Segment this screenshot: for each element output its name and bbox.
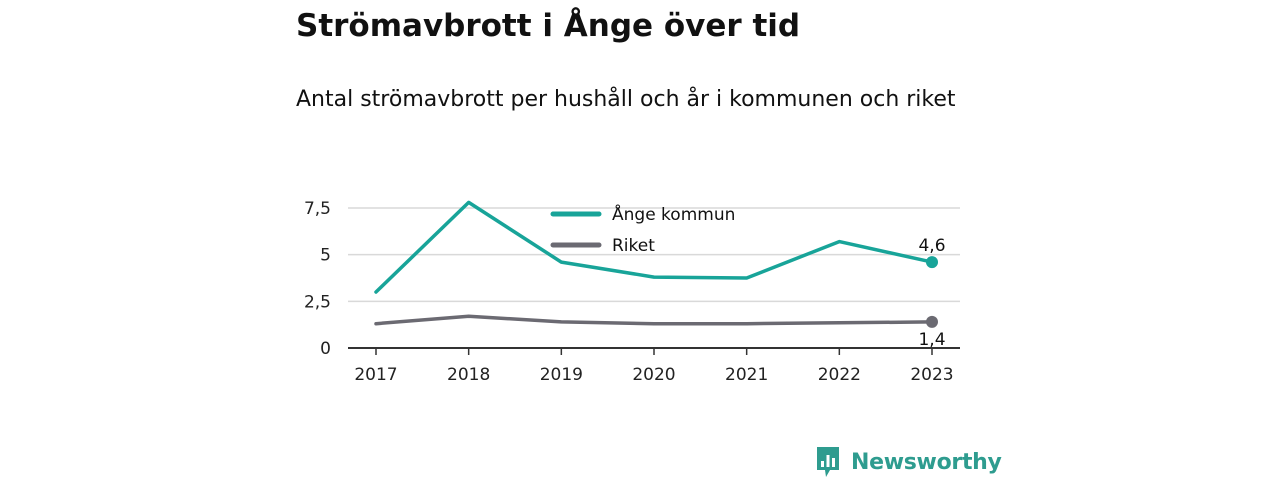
x-tick-label: 2022 [818, 365, 861, 385]
series-end-label: 1,4 [918, 330, 945, 350]
y-tick-label: 5 [320, 246, 331, 266]
chart-title: Strömavbrott i Ånge över tid [296, 8, 801, 44]
series-end-point [926, 256, 938, 269]
x-tick-label: 2018 [447, 365, 490, 385]
x-tick-label: 2017 [354, 365, 397, 385]
brand-logo: Newsworthy [815, 445, 1002, 479]
x-tick-label: 2020 [632, 365, 675, 385]
series-line [374, 200, 934, 294]
brand-name: Newsworthy [851, 449, 1002, 475]
x-tick-label: 2021 [725, 365, 768, 385]
x-tick-label: 2023 [910, 365, 953, 385]
legend-label: Riket [612, 236, 655, 256]
newsworthy-logo-icon [817, 447, 839, 477]
y-tick-label: 7,5 [304, 199, 331, 219]
y-tick-label: 2,5 [304, 292, 331, 312]
chart-subtitle: Antal strömavbrott per hushåll och år i … [296, 87, 956, 112]
series-end-label: 4,6 [918, 236, 945, 256]
series-line [374, 314, 934, 326]
x-tick-label: 2019 [540, 365, 583, 385]
y-tick-label: 0 [320, 339, 331, 359]
series-end-point [926, 315, 938, 328]
legend-label: Ånge kommun [612, 203, 735, 225]
